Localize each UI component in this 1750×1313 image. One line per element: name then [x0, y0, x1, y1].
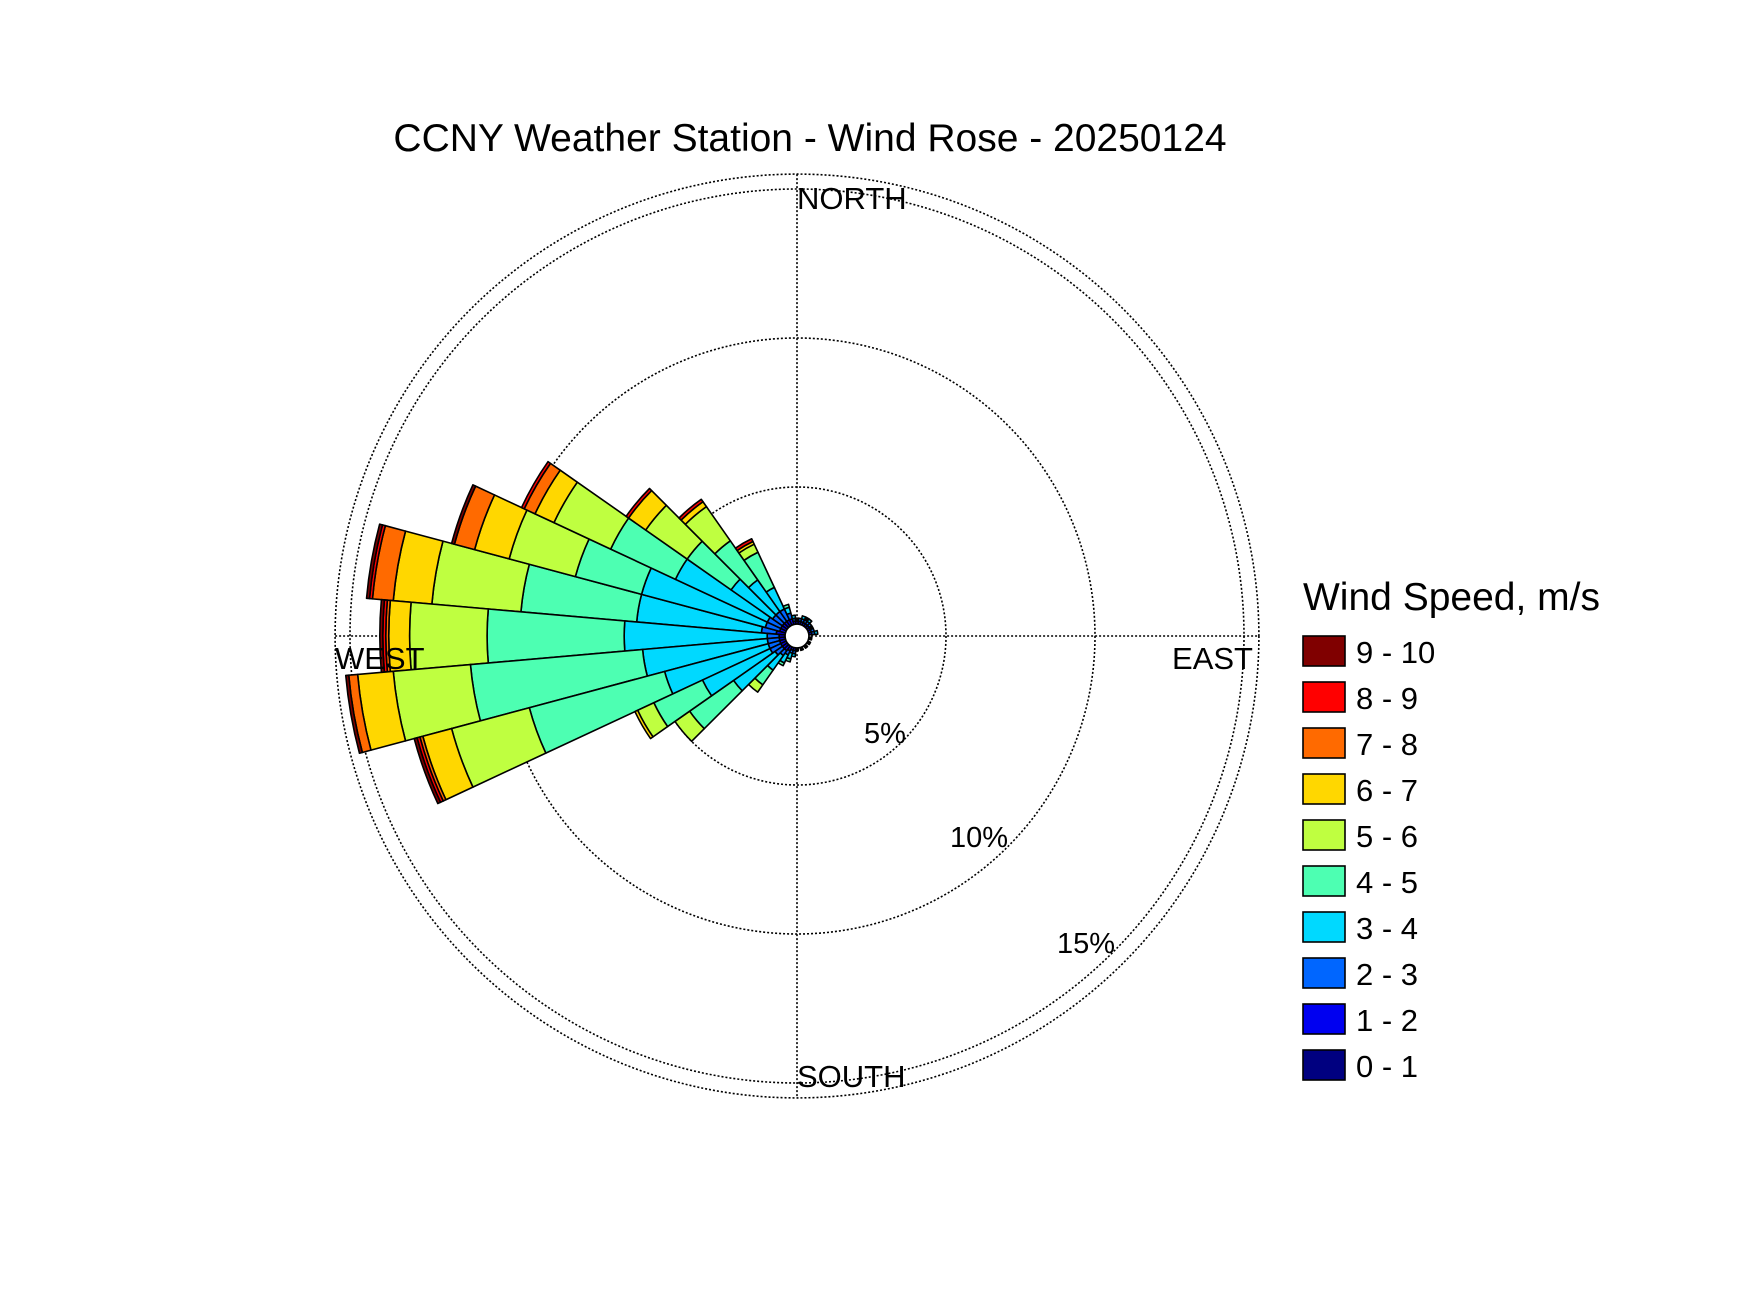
- legend-label: 8 - 9: [1356, 681, 1418, 716]
- wind-sector-segment: [634, 709, 654, 740]
- east-label: EAST: [1172, 641, 1253, 676]
- wind-sector-segment: [450, 484, 477, 546]
- wind-sector-segment: [799, 647, 805, 652]
- wind-sector-segment: [813, 629, 819, 636]
- wind-sector-segment: [379, 598, 386, 674]
- legend-swatch: [1302, 681, 1346, 713]
- wind-sector-segment: [806, 618, 813, 625]
- chart-title: CCNY Weather Station - Wind Rose - 20250…: [393, 117, 1226, 160]
- wind-sector-segment: [803, 644, 809, 650]
- wind-sector-segment: [782, 603, 791, 610]
- legend-label: 3 - 4: [1356, 911, 1418, 946]
- axis-labels: CCNY Weather Station - Wind Rose - 20250…: [335, 117, 1253, 1094]
- north-label: NORTH: [797, 181, 907, 216]
- legend-swatch: [1302, 1003, 1346, 1035]
- wind-sector-segment: [344, 674, 364, 755]
- legend-swatch: [1302, 957, 1346, 989]
- wind-sector-segment: [625, 487, 653, 519]
- legend-swatch: [1302, 911, 1346, 943]
- legend-swatch: [1302, 635, 1346, 667]
- legend-title: Wind Speed, m/s: [1303, 576, 1600, 619]
- legend-label: 9 - 10: [1356, 635, 1435, 670]
- legend-label: 0 - 1: [1356, 1049, 1418, 1084]
- wind-sector-segment: [807, 640, 812, 646]
- legend-swatch: [1302, 865, 1346, 897]
- wind-sectors: [344, 460, 819, 805]
- legend-label: 1 - 2: [1356, 1003, 1418, 1038]
- wind-sector-segment: [790, 614, 797, 620]
- legend-label: 5 - 6: [1356, 819, 1418, 854]
- legend-swatch: [1302, 819, 1346, 851]
- grid-circle: [498, 337, 1096, 935]
- wind-sector-segment: [365, 523, 384, 600]
- south-label: SOUTH: [797, 1059, 906, 1094]
- wind-sector-segment: [678, 498, 704, 521]
- legend-swatch: [1302, 773, 1346, 805]
- legend: Wind Speed, m/s 9 - 10 8 - 9 7 - 8 6 - 7 5 -…: [1302, 576, 1600, 1084]
- wind-sector-segment: [413, 737, 442, 805]
- legend-label: 6 - 7: [1356, 773, 1418, 808]
- legend-swatch: [1302, 727, 1346, 759]
- calm-center: [784, 623, 810, 649]
- legend-swatch: [1302, 1049, 1346, 1081]
- radial-tick-label: 15%: [1057, 928, 1115, 960]
- wind-sector-segment: [734, 537, 754, 552]
- legend-label: 7 - 8: [1356, 727, 1418, 762]
- radial-tick-label: 5%: [864, 718, 906, 750]
- radial-tick-label: 10%: [950, 822, 1008, 854]
- wind-sector-segment: [520, 460, 552, 510]
- legend-label: 4 - 5: [1356, 865, 1418, 900]
- west-label: WEST: [335, 641, 425, 676]
- wind-sector-segment: [809, 636, 813, 641]
- legend-label: 2 - 3: [1356, 957, 1418, 992]
